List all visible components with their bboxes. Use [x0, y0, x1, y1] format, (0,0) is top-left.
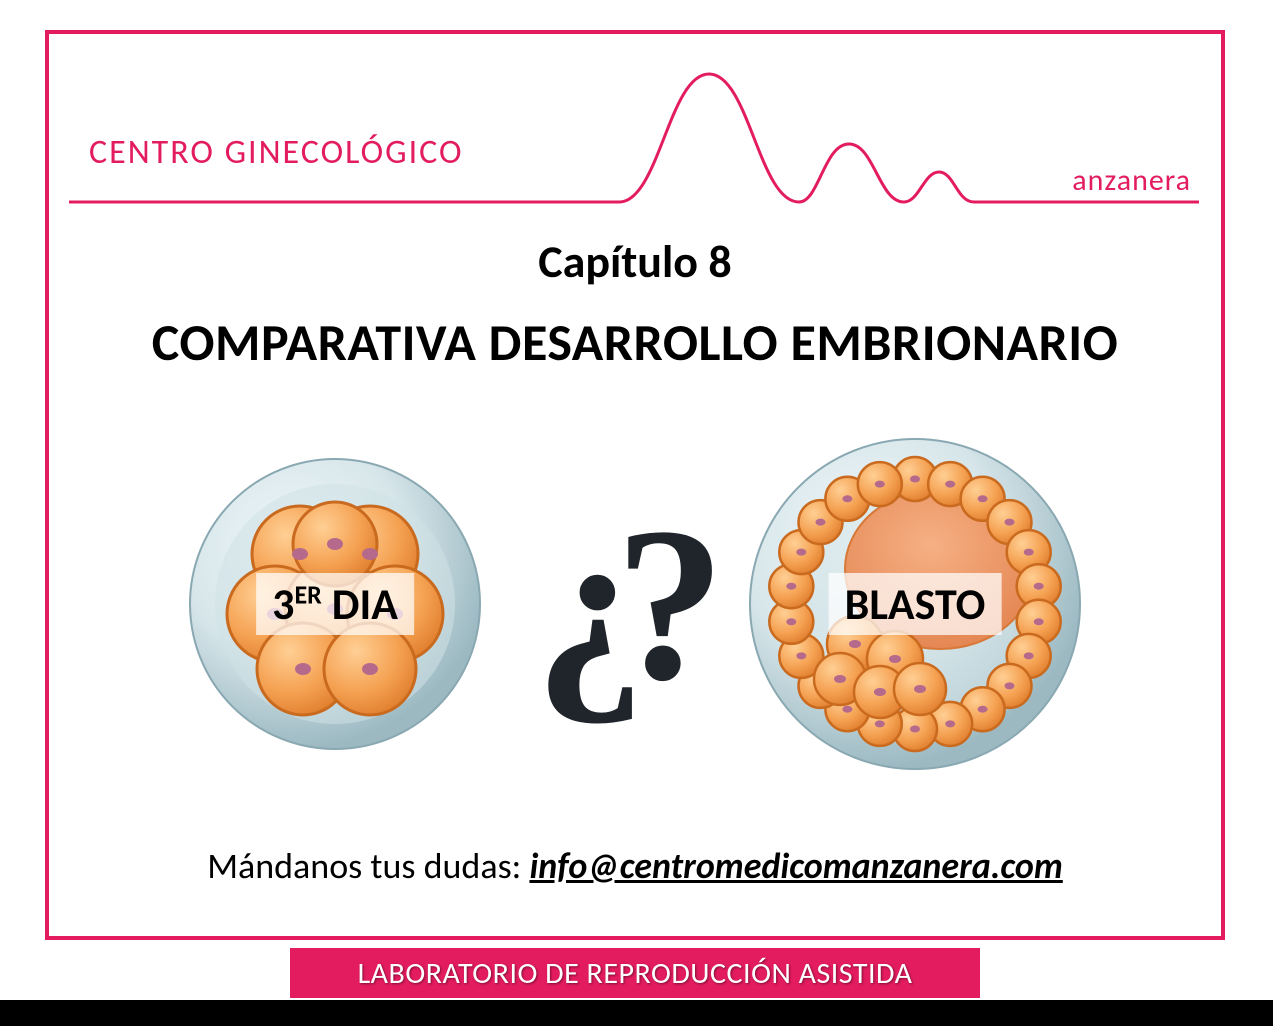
footer-bar: LABORATORIO DE REPRODUCCIÓN ASISTIDA [290, 948, 980, 998]
question-marks: ¿? [535, 494, 695, 714]
embryo-blasto: BLASTO [745, 434, 1085, 774]
embryo-day3: 3ER DIA [185, 454, 485, 754]
logo-text-left: CENTRO GINECOLÓGICO [89, 132, 464, 173]
chapter-label: Capítulo 8 [49, 234, 1221, 290]
day3-suffix: DIA [322, 577, 398, 631]
logo: CENTRO GINECOLÓGICO anzanera [49, 54, 1221, 224]
day3-num: 3 [272, 577, 294, 631]
comparison-row: 3ER DIA ¿? [49, 424, 1221, 784]
contact-line: Mándanos tus dudas: info@centromedicoman… [49, 844, 1221, 888]
contact-email[interactable]: info@centromedicomanzanera.com [529, 844, 1062, 888]
black-strip [0, 1000, 1273, 1026]
main-frame: CENTRO GINECOLÓGICO anzanera Capítulo 8 … [45, 30, 1225, 940]
contact-pre: Mándanos tus dudas: [207, 844, 529, 888]
embryo-blasto-label: BLASTO [829, 573, 1002, 635]
embryo-day3-label: 3ER DIA [256, 573, 414, 635]
main-title: COMPARATIVA DESARROLLO EMBRIONARIO [49, 310, 1221, 374]
logo-text-right: anzanera [1072, 162, 1191, 199]
day3-super: ER [294, 578, 321, 610]
